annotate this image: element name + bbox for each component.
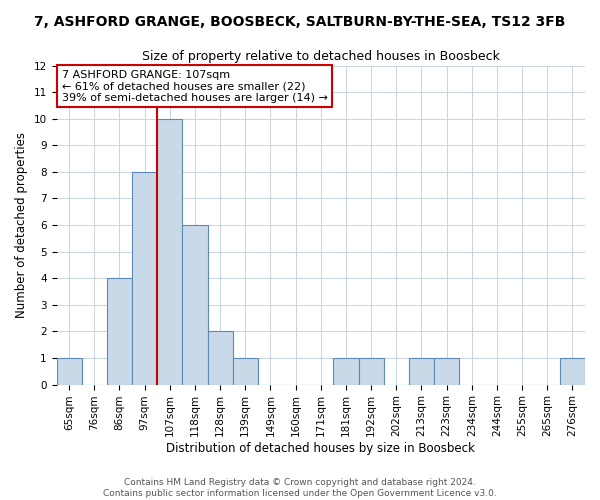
Bar: [107, 278, 132, 384]
Bar: [182, 225, 208, 384]
Bar: [409, 358, 434, 384]
Bar: [434, 358, 459, 384]
Bar: [560, 358, 585, 384]
Text: 7 ASHFORD GRANGE: 107sqm
← 61% of detached houses are smaller (22)
39% of semi-d: 7 ASHFORD GRANGE: 107sqm ← 61% of detach…: [62, 70, 328, 102]
Bar: [208, 332, 233, 384]
Title: Size of property relative to detached houses in Boosbeck: Size of property relative to detached ho…: [142, 50, 500, 63]
Bar: [132, 172, 157, 384]
Bar: [359, 358, 383, 384]
Bar: [233, 358, 258, 384]
Y-axis label: Number of detached properties: Number of detached properties: [15, 132, 28, 318]
X-axis label: Distribution of detached houses by size in Boosbeck: Distribution of detached houses by size …: [166, 442, 475, 455]
Bar: [56, 358, 82, 384]
Text: Contains HM Land Registry data © Crown copyright and database right 2024.
Contai: Contains HM Land Registry data © Crown c…: [103, 478, 497, 498]
Text: 7, ASHFORD GRANGE, BOOSBECK, SALTBURN-BY-THE-SEA, TS12 3FB: 7, ASHFORD GRANGE, BOOSBECK, SALTBURN-BY…: [34, 15, 566, 29]
Bar: [334, 358, 359, 384]
Bar: [157, 118, 182, 384]
